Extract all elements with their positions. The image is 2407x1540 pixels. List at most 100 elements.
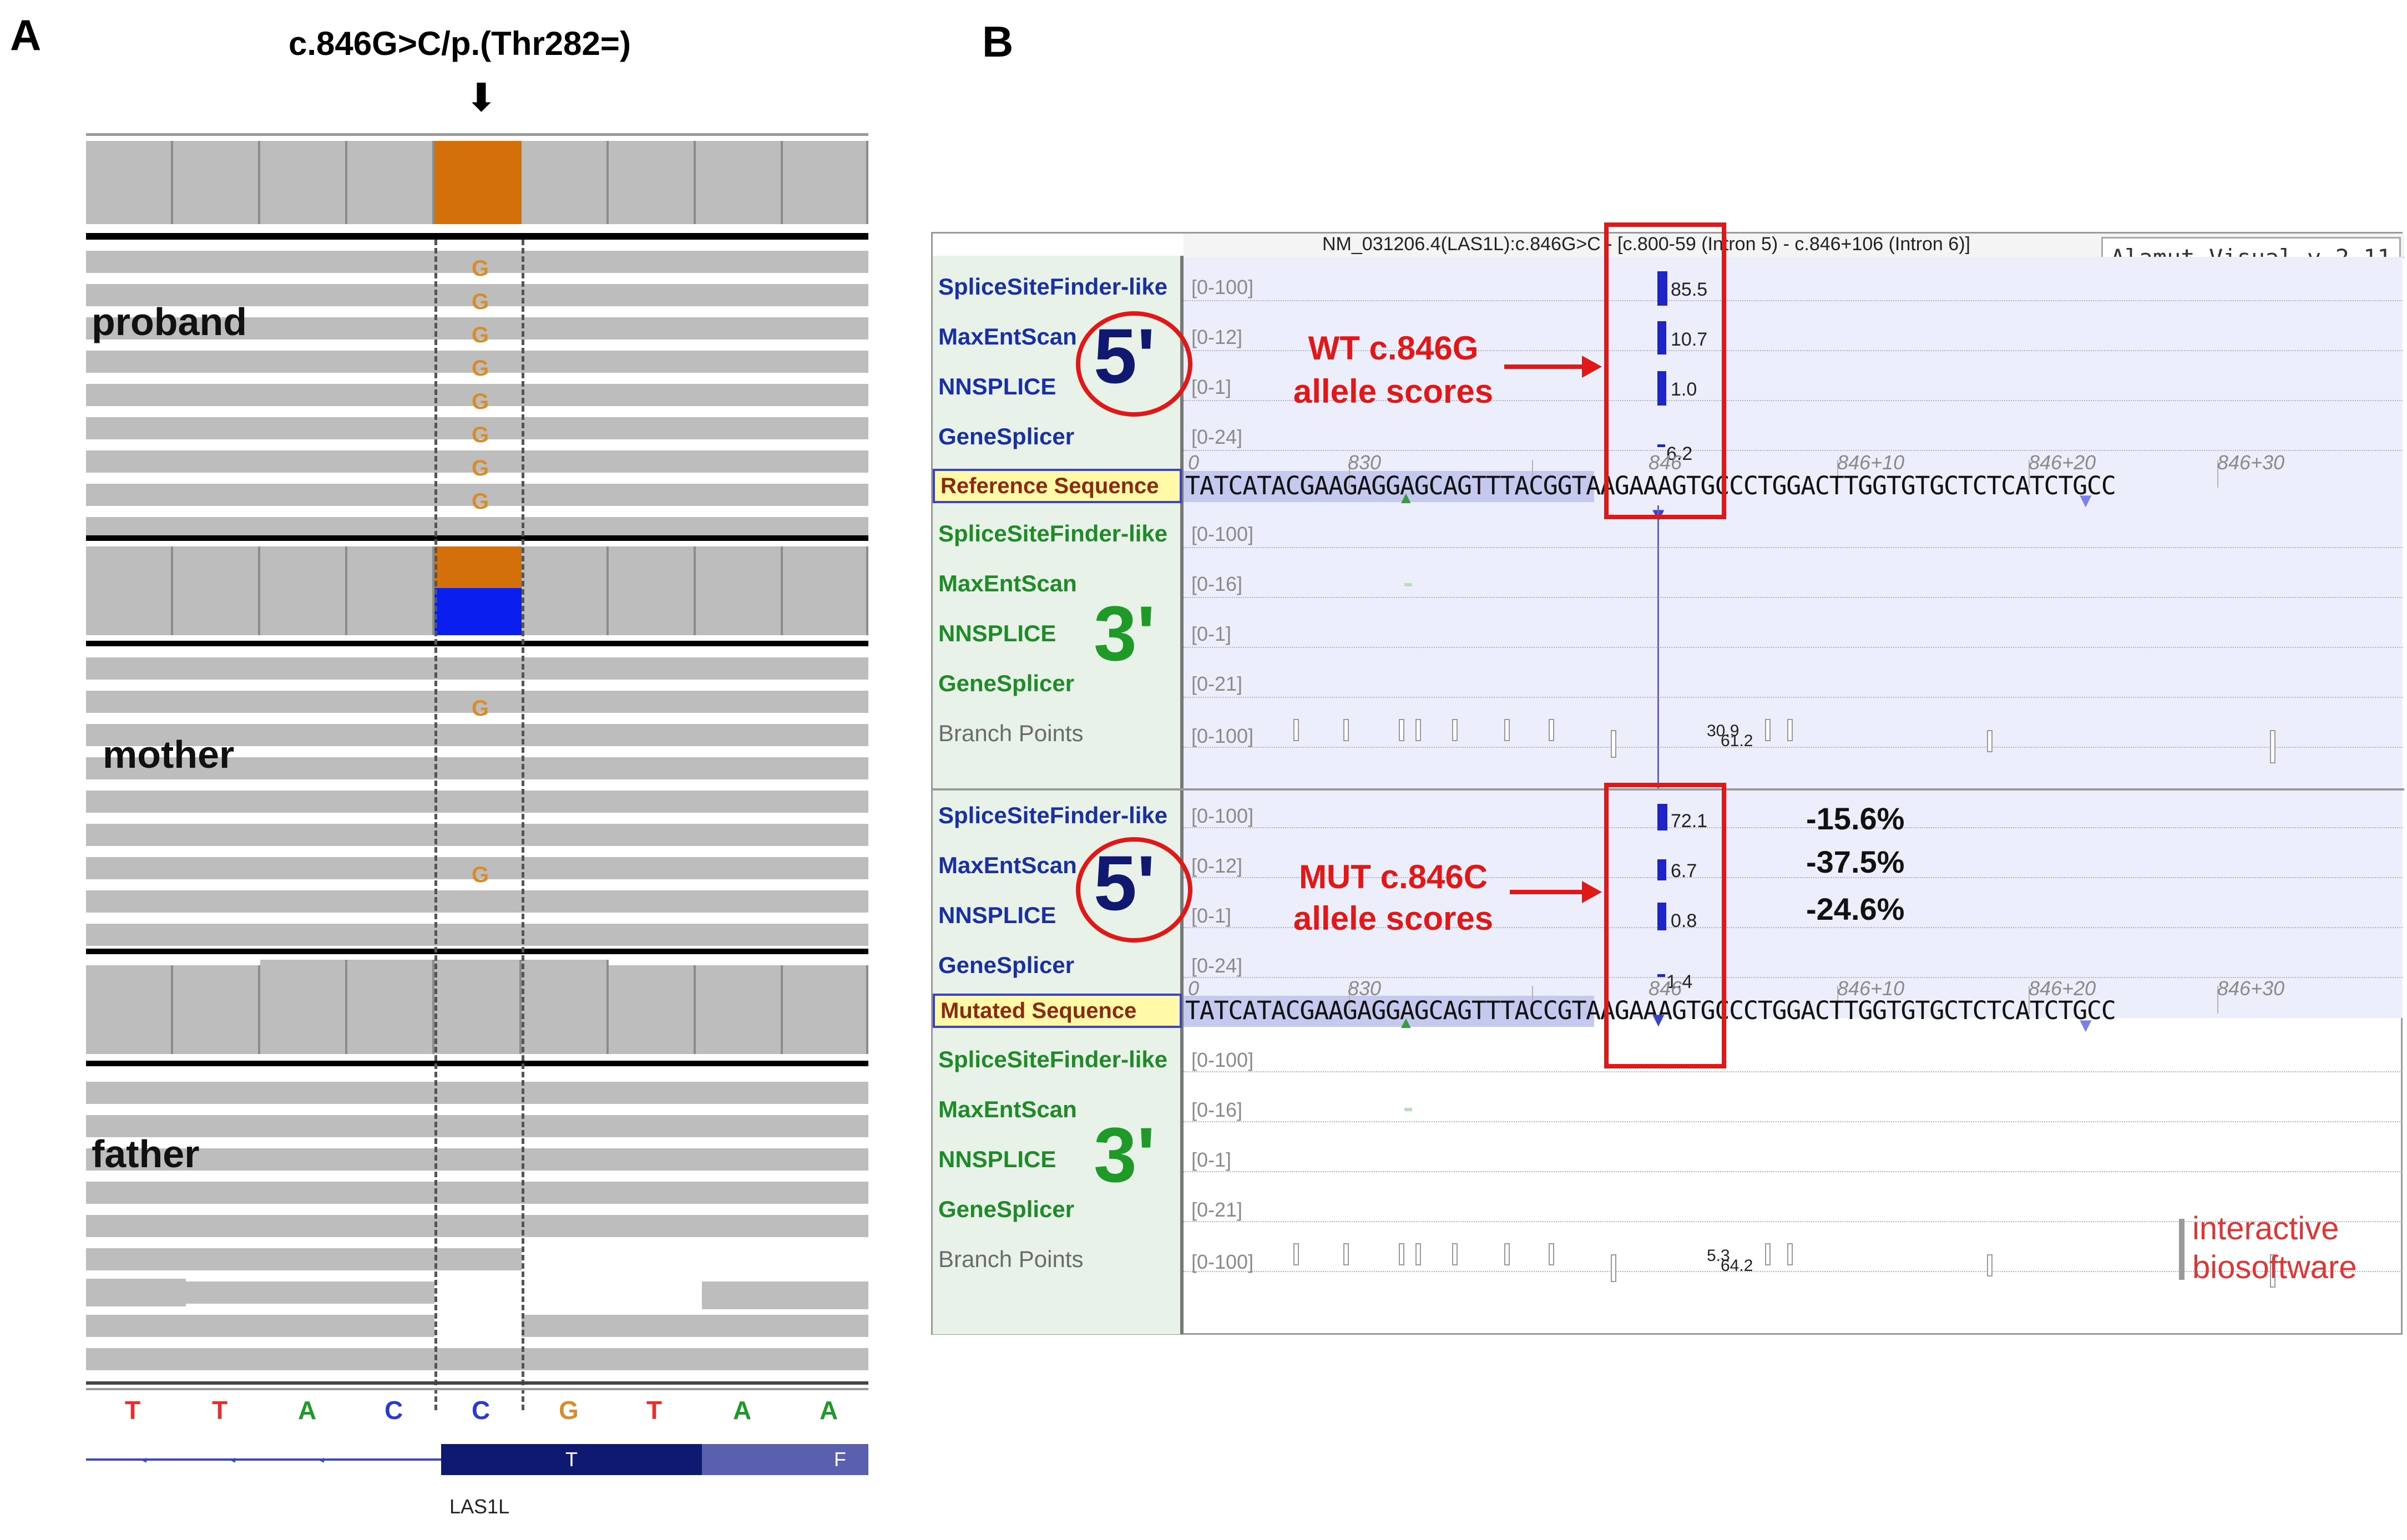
ref-base: G: [559, 1396, 579, 1425]
track-label: MaxEntScan: [938, 852, 1077, 878]
score-change: -24.6%: [1806, 891, 1905, 926]
track-range: [0-100]: [1191, 804, 1254, 827]
wt-band: [1184, 257, 2403, 788]
highlight-rect: [1604, 222, 1726, 519]
score-change: -15.6%: [1806, 801, 1905, 836]
ruler-tick: 830: [1348, 977, 1382, 1000]
ruler-tick: 846+10: [1837, 451, 1905, 474]
track-label: SpliceSiteFinder-like: [938, 802, 1168, 828]
read-base: G: [472, 356, 489, 381]
mut-band: [1184, 791, 2403, 1018]
read-base: G: [472, 290, 489, 314]
mut-annotation: allele scores: [1293, 900, 1494, 937]
track-range: [0-24]: [1191, 425, 1243, 448]
track-label: GeneSplicer: [938, 670, 1075, 696]
track-label: NNSPLICE: [938, 620, 1056, 646]
ruler-tick: 846: [1649, 451, 1682, 474]
arrow-right-icon: [1582, 881, 1602, 903]
panel-label-a: A: [10, 11, 42, 59]
track-range: [0-100]: [1191, 276, 1254, 298]
gene-name: LAS1L: [449, 1495, 510, 1518]
three-prime-label: 3': [1094, 590, 1156, 677]
mutated-sequence: TATCATACGAAGAGGAGCAGTTTACCGTAAGAAAGTGCCC…: [1185, 996, 2116, 1025]
read-base: G: [472, 456, 489, 480]
ruler-tick: 846+20: [2029, 977, 2096, 1000]
highlight-ellipse: [1076, 311, 1192, 417]
score-value: 10.7: [1671, 329, 1708, 350]
track-range: [0-12]: [1191, 326, 1243, 348]
track-range: [0-16]: [1191, 573, 1243, 595]
track-range: [0-1]: [1191, 1148, 1232, 1171]
logo-text: interactive: [2192, 1210, 2339, 1247]
ref-base: T: [212, 1396, 228, 1425]
wt-annotation: WT c.846G: [1308, 330, 1479, 367]
score-change: -37.5%: [1806, 844, 1905, 879]
mut-annotation: MUT c.846C: [1298, 858, 1488, 895]
marker-up-icon: ▲: [1398, 1014, 1414, 1032]
track-range: [0-1]: [1191, 376, 1232, 398]
arrow-right-icon: [1582, 356, 1602, 378]
score-value: 6.7: [1671, 860, 1697, 882]
score-bar: [1657, 903, 1666, 930]
ref-base: C: [385, 1396, 403, 1425]
track-label: Branch Points: [938, 1246, 1084, 1272]
ref-base: A: [820, 1396, 838, 1425]
alamut-window: NM_031206.4(LAS1L):c.846G>C - [c.800-59 …: [931, 222, 2404, 1335]
marker-down-icon: ▼: [1649, 1008, 1668, 1031]
reference-sequence-label: Reference Sequence: [933, 469, 1182, 503]
track-range: [0-16]: [1191, 1098, 1243, 1121]
read-base: G: [472, 489, 489, 514]
member-label-mother: mother: [103, 733, 235, 776]
track-range: [0-21]: [1191, 1198, 1243, 1221]
track-label-panel: [933, 256, 1184, 1334]
track-label: MaxEntScan: [938, 570, 1077, 596]
track-label: NNSPLICE: [938, 373, 1056, 399]
branch-score: 5.3: [1707, 1247, 1730, 1265]
track-label: SpliceSiteFinder-like: [938, 1046, 1168, 1072]
highlight-rect: [1604, 783, 1726, 1068]
score-value: 1.0: [1671, 379, 1697, 400]
score-value: 72.1: [1671, 810, 1708, 832]
read-base: G: [472, 256, 489, 281]
score-bar: [1657, 271, 1667, 306]
ruler-tick: 846+20: [2029, 451, 2096, 474]
intron-line: [86, 1458, 441, 1461]
ref-base: C: [472, 1396, 490, 1425]
logo-text: biosoftware: [2192, 1249, 2357, 1285]
branch-score: 30.9: [1707, 722, 1739, 740]
score-value: 85.5: [1671, 279, 1708, 300]
read-base: G: [472, 863, 489, 887]
igv-panel: G G G G G G G G proband G G mother: [86, 133, 868, 1531]
track-label: GeneSplicer: [938, 952, 1075, 978]
ruler-tick: 846+30: [2217, 451, 2285, 474]
down-arrow-icon: ⬇: [465, 76, 498, 119]
track-range: [0-24]: [1191, 954, 1243, 977]
ref-base: A: [733, 1396, 752, 1425]
read-base: G: [472, 389, 489, 414]
ref-base: T: [646, 1396, 663, 1425]
track-range: [0-21]: [1191, 672, 1243, 695]
read-base: G: [472, 696, 489, 721]
track-range: [0-1]: [1191, 904, 1232, 927]
highlight-ellipse: [1076, 837, 1192, 943]
ruler-tick: 0: [1188, 451, 1200, 474]
score-bar: [1657, 974, 1665, 977]
ruler-tick: 0: [1188, 977, 1200, 1000]
ruler-tick: 846+30: [2217, 977, 2285, 1000]
track-label: MaxEntScan: [938, 1096, 1077, 1122]
track-label: Branch Points: [938, 720, 1084, 746]
exon-light: F: [702, 1444, 868, 1475]
score-bar: [1657, 804, 1667, 830]
ruler-tick: 830: [1348, 451, 1382, 474]
coverage-variant-orange: [434, 141, 522, 224]
track-range: [0-1]: [1191, 622, 1232, 645]
marker-down-icon: ▼: [2076, 489, 2096, 511]
track-range: [0-100]: [1191, 1048, 1254, 1071]
ruler-tick: 846+10: [1837, 977, 1905, 1000]
three-prime-label: 3': [1094, 1111, 1156, 1198]
branch-score: 61.2: [1721, 732, 1753, 750]
track-range: [0-100]: [1191, 725, 1254, 747]
track-label: SpliceSiteFinder-like: [938, 273, 1168, 300]
ref-base: T: [125, 1396, 141, 1425]
logo-mark-icon: [2179, 1219, 2184, 1280]
